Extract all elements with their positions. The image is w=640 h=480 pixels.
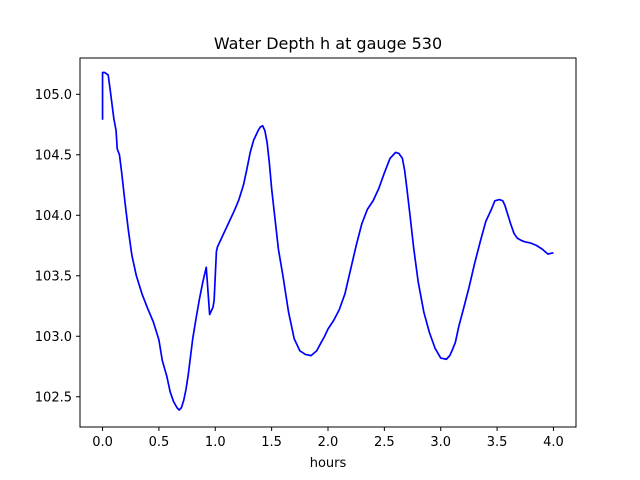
plot-frame: [79, 57, 577, 428]
x-tick-label: 0.5: [149, 435, 170, 450]
y-tick-label: 104.0: [35, 209, 72, 224]
chart-title: Water Depth h at gauge 530: [214, 34, 442, 53]
x-tick-label: 3.5: [487, 435, 508, 450]
y-tick-label: 103.5: [35, 269, 72, 284]
x-tick-label: 2.5: [374, 435, 395, 450]
x-tick-label: 0.0: [92, 435, 113, 450]
plot-area: [79, 57, 577, 428]
y-tick-label: 103.0: [35, 330, 72, 345]
y-tick-label: 104.5: [35, 148, 72, 163]
x-axis-label: hours: [310, 456, 347, 471]
y-tick-label: 105.0: [35, 88, 72, 103]
x-tick-label: 3.0: [430, 435, 451, 450]
y-axis: 102.5 103.0 103.5 104.0 104.5 105.0: [35, 88, 80, 405]
x-tick-label: 4.0: [543, 435, 564, 450]
y-tick-label: 102.5: [35, 390, 72, 405]
water-depth-line: [101, 71, 554, 411]
x-tick-label: 1.0: [205, 435, 226, 450]
x-tick-label: 2.0: [318, 435, 339, 450]
x-tick-label: 1.5: [261, 435, 282, 450]
x-axis: 0.0 0.5 1.0 1.5 2.0 2.5 3.0 3.5 4.0: [92, 427, 564, 450]
